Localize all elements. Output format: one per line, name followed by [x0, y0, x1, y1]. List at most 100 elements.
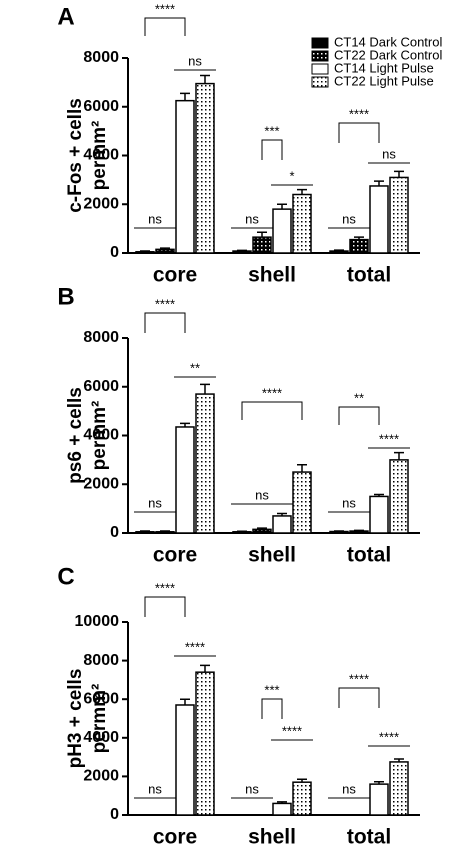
- y-axis-label: permm²: [89, 401, 110, 471]
- bar: [135, 531, 155, 534]
- significance-label: ns: [188, 53, 202, 68]
- bar: [195, 393, 215, 534]
- bar: [389, 176, 409, 254]
- error-bar: [297, 464, 307, 473]
- significance-bracket: [241, 401, 303, 420]
- bar: [292, 781, 312, 816]
- error-bar: [297, 188, 307, 195]
- significance-label: ****: [155, 296, 175, 311]
- y-tick-label: 6000: [83, 98, 119, 115]
- error-bar: [180, 92, 190, 101]
- significance-label: ns: [382, 146, 396, 161]
- significance-label: **: [190, 360, 200, 375]
- x-tick-label: total: [347, 544, 391, 567]
- y-tick-label: 4000: [83, 729, 119, 746]
- y-axis-label: ps6 + cells: [65, 387, 86, 484]
- error-bar: [257, 527, 267, 530]
- x-tick-label: total: [347, 264, 391, 287]
- y-tick-label: 0: [110, 524, 119, 541]
- error-bar: [394, 451, 404, 460]
- bar: [135, 251, 155, 254]
- significance-label: ns: [245, 211, 259, 226]
- significance-label: ****: [185, 639, 205, 654]
- error-bar: [354, 236, 364, 240]
- error-bar: [200, 74, 210, 84]
- y-tick-label: 0: [110, 244, 119, 261]
- x-tick-label: core: [153, 544, 197, 567]
- y-tick-label: 8000: [83, 652, 119, 669]
- legend-swatch: [311, 37, 329, 49]
- significance-bracket: [144, 312, 186, 333]
- x-tick-label: shell: [248, 264, 296, 287]
- bar: [155, 248, 175, 254]
- error-bar: [394, 170, 404, 178]
- significance-label: ns: [342, 211, 356, 226]
- y-tick-label: 6000: [83, 378, 119, 395]
- y-tick-label: 6000: [83, 690, 119, 707]
- bar: [349, 530, 369, 534]
- panel-letter: A: [57, 3, 74, 30]
- error-bar: [160, 247, 170, 250]
- error-bar: [237, 249, 247, 252]
- bar: [349, 238, 369, 254]
- error-bar: [334, 249, 344, 252]
- error-bar: [374, 493, 384, 497]
- error-bar: [140, 530, 150, 532]
- significance-bracket: [144, 596, 186, 617]
- significance-bracket: [338, 406, 380, 425]
- legend-label: CT22 Light Pulse: [334, 73, 434, 88]
- y-tick-label: 2000: [83, 475, 119, 492]
- y-tick-label: 8000: [83, 329, 119, 346]
- error-bar: [160, 530, 170, 532]
- significance-label: ****: [155, 580, 175, 595]
- bar: [272, 515, 292, 534]
- bar: [389, 761, 409, 816]
- significance-label: ****: [349, 671, 369, 686]
- bar: [175, 704, 195, 816]
- error-bar: [140, 250, 150, 252]
- y-axis-label: pH3 + cells: [65, 669, 86, 769]
- significance-label: ns: [342, 781, 356, 796]
- significance-label: ****: [282, 723, 302, 738]
- bar: [155, 531, 175, 534]
- error-bar: [180, 698, 190, 705]
- error-bar: [180, 422, 190, 427]
- error-bar: [257, 231, 267, 238]
- bar: [329, 250, 349, 254]
- error-bar: [354, 529, 364, 532]
- legend-label: CT14 Dark Control: [334, 34, 442, 49]
- y-axis-label: c-Fos + cells: [65, 98, 86, 213]
- x-tick-label: shell: [248, 544, 296, 567]
- significance-label: *: [289, 168, 294, 183]
- bar: [292, 193, 312, 254]
- significance-label: ns: [255, 487, 269, 502]
- x-tick-label: core: [153, 826, 197, 849]
- error-bar: [374, 781, 384, 785]
- bar: [369, 783, 389, 816]
- y-axis-label: permm²: [89, 684, 110, 754]
- x-tick-label: core: [153, 264, 197, 287]
- bar: [272, 208, 292, 254]
- legend-swatch: [311, 50, 329, 62]
- significance-label: ****: [155, 1, 175, 16]
- significance-label: ns: [342, 495, 356, 510]
- legend-label: CT14 Light Pulse: [334, 60, 434, 75]
- bar: [292, 471, 312, 534]
- bar: [389, 459, 409, 534]
- bar: [252, 236, 272, 254]
- legend-swatch: [311, 63, 329, 75]
- error-bar: [200, 664, 210, 673]
- bar: [272, 802, 292, 816]
- bar: [175, 99, 195, 254]
- significance-label: ***: [264, 123, 279, 138]
- y-tick-label: 8000: [83, 49, 119, 66]
- significance-label: ns: [245, 781, 259, 796]
- y-tick-label: 4000: [83, 147, 119, 164]
- bar: [232, 250, 252, 254]
- bar: [252, 528, 272, 534]
- y-axis-label: permm²: [89, 121, 110, 191]
- significance-label: ****: [349, 106, 369, 121]
- significance-label: ****: [379, 431, 399, 446]
- bar: [195, 82, 215, 254]
